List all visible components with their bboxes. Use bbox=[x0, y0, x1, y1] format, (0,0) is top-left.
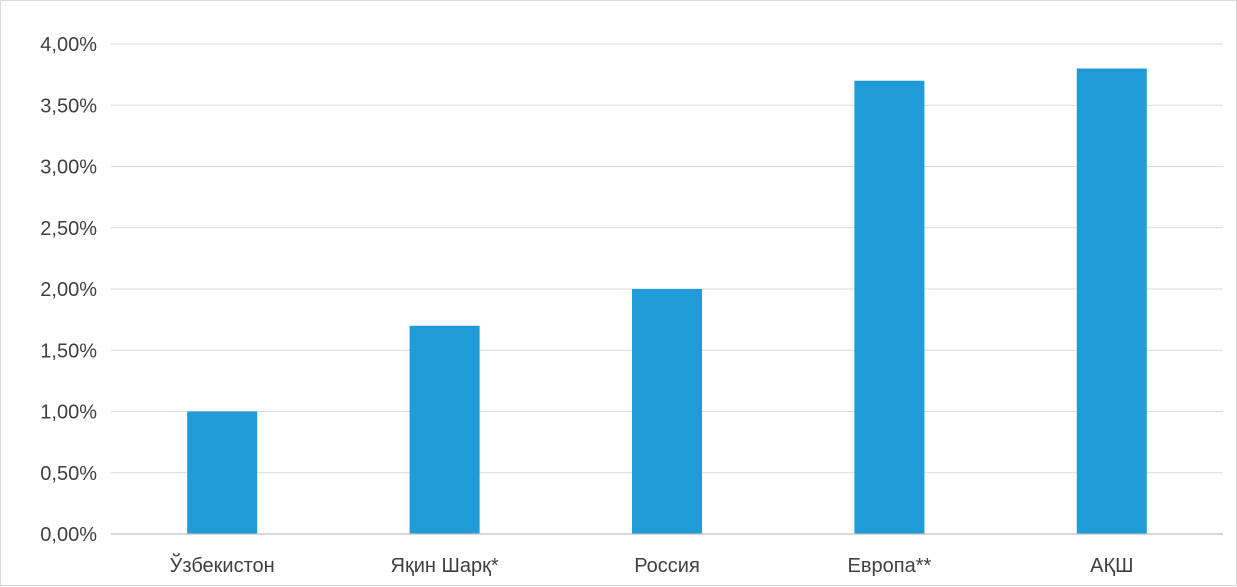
y-tick-label: 3,50% bbox=[40, 95, 97, 117]
bar bbox=[632, 289, 702, 534]
y-tick-label: 2,50% bbox=[40, 218, 97, 240]
x-category-label: Европа** bbox=[848, 555, 932, 577]
x-category-label: Ўзбекистон bbox=[170, 553, 275, 577]
x-category-label: АҚШ bbox=[1090, 555, 1133, 577]
y-tick-label: 3,00% bbox=[40, 157, 97, 179]
y-tick-label: 2,00% bbox=[40, 279, 97, 301]
bar bbox=[187, 411, 258, 534]
bar bbox=[1076, 68, 1147, 534]
bar bbox=[409, 325, 480, 534]
y-tick-label: 0,50% bbox=[40, 463, 97, 485]
x-category-label: Россия bbox=[634, 555, 700, 577]
y-axis-ticks: 0,00% 0,50% 1,00% 1,50% 2,00% 2,50% 3,00% 3,50%… bbox=[40, 34, 97, 546]
x-category-label: Яқин Шарқ* bbox=[391, 555, 499, 577]
y-tick-label: 0,00% bbox=[40, 524, 97, 546]
x-axis-categories: Ўзбекистон Яқин Шарқ* Россия Европа** АҚШ bbox=[170, 553, 1134, 577]
bar bbox=[854, 80, 925, 534]
y-tick-label: 1,50% bbox=[40, 340, 97, 362]
bars bbox=[187, 68, 1147, 534]
y-tick-label: 1,00% bbox=[40, 402, 97, 424]
y-tick-label: 4,00% bbox=[40, 34, 97, 56]
